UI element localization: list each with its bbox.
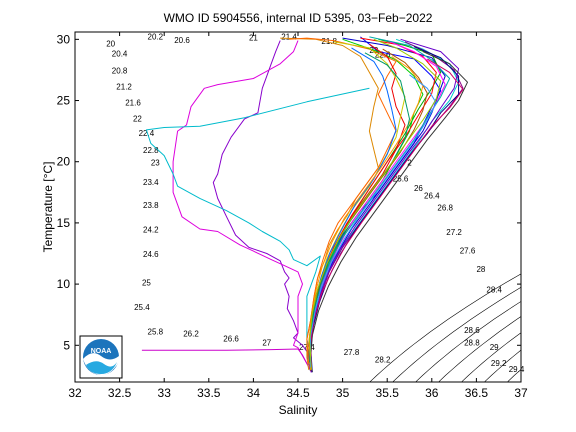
contour-label-0: 20 <box>106 40 115 49</box>
contour-label-16: 25 <box>142 278 151 287</box>
contour-label-6: 21.2 <box>116 83 132 92</box>
profile-series <box>141 36 468 373</box>
contour-label-38: 29.2 <box>491 359 507 368</box>
density-contours <box>369 20 576 394</box>
y-axis: 5 10 15 20 25 30 <box>57 32 521 352</box>
contour-label-2: 20.4 <box>112 50 128 59</box>
contour-label-4: 20.8 <box>112 67 128 76</box>
contour-label-3: 20.6 <box>174 36 190 45</box>
density-contour-7 <box>518 20 576 394</box>
density-contour-2 <box>415 301 521 382</box>
contour-label-36: 28.8 <box>464 338 480 347</box>
contour-label-28: 26 <box>414 184 423 193</box>
x-axis-label: Salinity <box>279 403 318 417</box>
contour-label-21: 27 <box>262 338 271 347</box>
density-contour-labels: 20 20.2 20.4 20.6 20.8 21 21.2 21.6 22 22.4 22.8 23… <box>106 32 525 374</box>
profile-line-3 <box>145 87 370 370</box>
contour-label-31: 27.2 <box>446 228 462 237</box>
contour-label-14: 24.2 <box>143 226 159 235</box>
x-tick-label-6: 35 <box>336 386 350 400</box>
contour-label-1: 20.2 <box>148 32 164 41</box>
profile-line-26 <box>309 38 442 370</box>
contour-label-17: 25.4 <box>134 303 150 312</box>
x-tick-label-7: 35.5 <box>376 386 400 400</box>
y-tick-label-2: 15 <box>57 216 71 230</box>
density-contour-9 <box>564 20 576 394</box>
contour-label-23: 27.8 <box>344 348 360 357</box>
x-tick-label-10: 37 <box>514 386 528 400</box>
x-tick-label-3: 33.5 <box>197 386 221 400</box>
contour-label-29: 26.4 <box>424 191 440 200</box>
x-tick-label-5: 34.5 <box>286 386 310 400</box>
contour-label-15: 24.6 <box>143 250 159 259</box>
x-tick-label-9: 36.5 <box>465 386 489 400</box>
profile-line-16 <box>310 46 460 373</box>
contour-label-40: 2 <box>407 158 412 167</box>
x-axis: 32 32.5 33 33.5 34 34.5 35 35.5 36 36.5 37 <box>68 32 528 400</box>
contour-label-9: 22.4 <box>139 129 155 138</box>
contour-label-20: 26.6 <box>223 335 239 344</box>
contour-label-37: 29 <box>490 343 499 352</box>
x-tick-label-1: 32.5 <box>108 386 132 400</box>
logo-text: NOAA <box>91 348 112 355</box>
profile-line-1 <box>172 40 312 373</box>
chart-title: WMO ID 5904556, internal ID 5395, 03−Feb… <box>164 11 433 25</box>
y-tick-label-5: 30 <box>57 32 71 46</box>
contour-label-25: 21.4 <box>281 32 297 41</box>
density-contour-8 <box>541 20 576 394</box>
contour-label-10: 22.8 <box>143 146 159 155</box>
contour-label-24: 28.2 <box>375 355 391 364</box>
profile-line-20 <box>309 38 460 373</box>
contour-label-34: 28.4 <box>486 286 502 295</box>
contour-label-12: 23.4 <box>143 178 159 187</box>
density-contour-1 <box>392 286 521 382</box>
x-tick-label-4: 34 <box>247 386 261 400</box>
profile-line-2 <box>141 348 312 373</box>
contour-label-35: 28.6 <box>464 326 480 335</box>
contour-label-11: 23 <box>151 158 160 167</box>
contour-label-33: 28 <box>476 265 485 274</box>
contour-label-27: 25.6 <box>393 174 409 183</box>
noaa-logo: NOAA <box>79 335 123 379</box>
contour-label-7: 21.6 <box>125 98 141 107</box>
y-tick-label-1: 10 <box>57 277 71 291</box>
x-tick-label-8: 36 <box>425 386 439 400</box>
contour-label-13: 23.8 <box>143 201 159 210</box>
y-tick-label-0: 5 <box>63 338 70 352</box>
contour-label-19: 26.2 <box>183 330 199 339</box>
y-axis-label: Temperature [°C] <box>41 162 55 253</box>
contour-label-26: 21.8 <box>321 37 337 46</box>
profile-line-5 <box>289 37 397 364</box>
density-contour-0 <box>369 273 521 382</box>
profile-line-21 <box>310 51 468 373</box>
x-tick-label-2: 33 <box>158 386 172 400</box>
profile-line-0 <box>212 40 312 373</box>
profile-line-24 <box>310 58 464 370</box>
contour-label-32: 27.6 <box>460 247 476 256</box>
contour-label-18: 25.8 <box>148 327 164 336</box>
density-contour-3 <box>438 316 521 382</box>
contour-label-8: 22 <box>133 114 142 123</box>
contour-label-39: 29.4 <box>509 365 525 374</box>
y-tick-label-4: 25 <box>57 94 71 108</box>
logo-wave <box>86 361 117 374</box>
profile-line-25 <box>310 74 437 368</box>
y-tick-label-3: 20 <box>57 155 71 169</box>
x-tick-label-0: 32 <box>68 386 82 400</box>
contour-label-30: 26.8 <box>437 204 453 213</box>
contour-label-5: 21 <box>249 34 258 43</box>
